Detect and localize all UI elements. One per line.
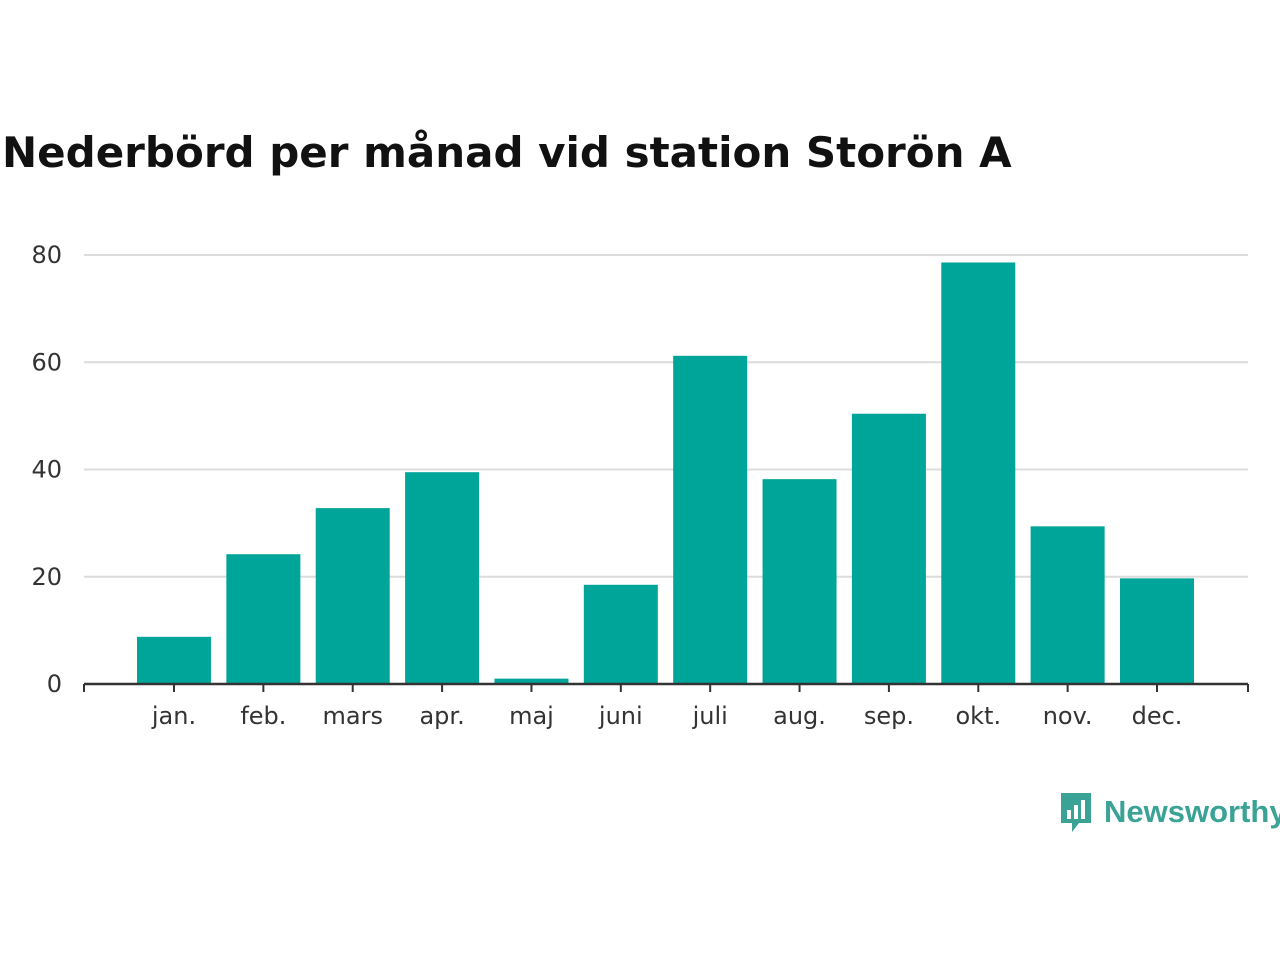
y-tick-label: 0 <box>47 670 62 698</box>
bar-1 <box>226 554 301 684</box>
y-tick-label: 20 <box>31 563 62 591</box>
bar-3 <box>405 472 480 684</box>
x-tick-label: feb. <box>240 702 286 730</box>
newsworthy-chart-bubble-icon <box>1061 793 1091 832</box>
bar-6 <box>673 355 748 684</box>
y-tick-label: 40 <box>31 456 62 484</box>
bar-4 <box>494 678 569 684</box>
y-tick-label: 60 <box>31 348 62 376</box>
x-tick-label: aug. <box>773 702 826 730</box>
bar-5 <box>583 584 658 684</box>
x-tick-label: mars <box>322 702 382 730</box>
x-tick-label: sep. <box>864 702 914 730</box>
y-tick-label: 80 <box>31 241 62 269</box>
x-tick-label: juli <box>692 702 728 730</box>
newsworthy-logo: Newsworthy <box>1058 790 1280 834</box>
logo-text: Newsworthy <box>1104 794 1280 829</box>
bar-2 <box>315 508 390 684</box>
bar-11 <box>1120 578 1194 684</box>
x-tick-label: jan. <box>151 702 196 730</box>
bar-8 <box>851 413 926 684</box>
x-tick-label: apr. <box>419 702 464 730</box>
bar-0 <box>137 636 211 684</box>
chart-title: Nederbörd per månad vid station Storön A <box>2 128 1012 177</box>
x-tick-label: maj <box>509 702 554 730</box>
bar-10 <box>1030 526 1105 684</box>
bar-9 <box>941 262 1016 684</box>
bar-7 <box>762 479 837 684</box>
x-tick-label: dec. <box>1132 702 1183 730</box>
x-tick-label: juni <box>598 702 643 730</box>
x-tick-label: okt. <box>955 702 1001 730</box>
x-tick-label: nov. <box>1043 702 1093 730</box>
